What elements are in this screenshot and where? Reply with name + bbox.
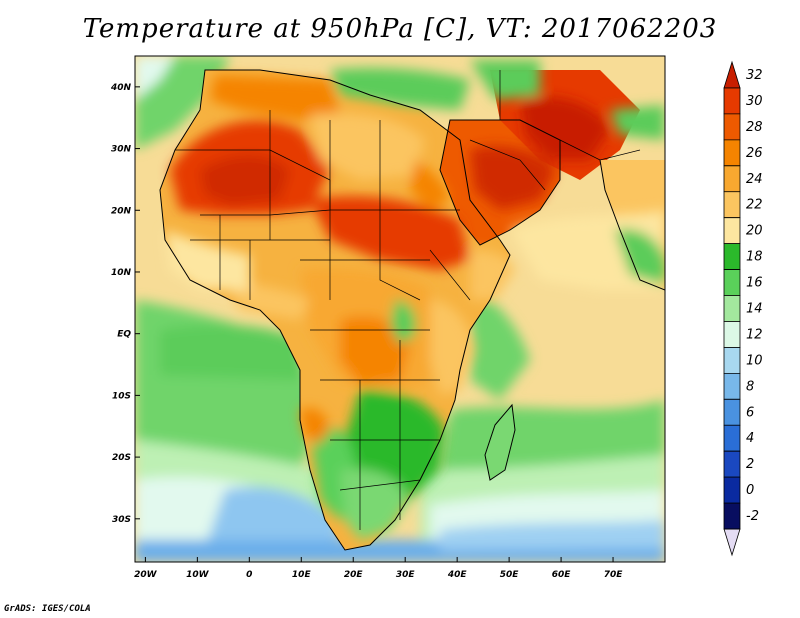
med-green (330, 68, 470, 110)
x-axis-ticks: 20W 10W 0 10E 20E 30E 40E 50E 60E 70E (134, 557, 623, 580)
colorbar-swatch (723, 450, 741, 478)
colorbar-swatch (723, 347, 741, 374)
colorbar-label: 0 (746, 483, 754, 498)
colorbar-label: 22 (746, 198, 763, 213)
x-tick-label: 10W (186, 570, 210, 580)
y-axis-ticks: 40N 30N 20N 10N EQ 10S 20S 30S (110, 83, 140, 525)
y-tick-label: 30S (112, 515, 131, 525)
colorbar-swatch (723, 269, 741, 296)
y-tick-label: 10N (111, 268, 132, 278)
x-tick-label: 20E (344, 570, 364, 580)
colorbar-swatch (723, 60, 741, 89)
y-tick-label: 20N (111, 206, 132, 216)
colorbar-swatch (723, 295, 741, 322)
sahel-hot (310, 196, 470, 270)
south-asia-green (615, 229, 665, 285)
north-atlantic-pale (135, 56, 175, 100)
nile-orange (410, 160, 450, 210)
namibia-orange (300, 408, 330, 445)
y-tick-label: 30N (111, 145, 132, 155)
map-field (135, 56, 665, 562)
east-africa-yellow (430, 300, 475, 395)
sahara-core (200, 155, 290, 205)
arabia-core (470, 146, 555, 210)
colorbar-label: 6 (746, 405, 754, 420)
colorbar-swatch (723, 502, 741, 530)
colorbar-label: 12 (746, 327, 763, 342)
highlands-green (390, 300, 417, 345)
x-tick-label: 20W (134, 570, 158, 580)
y-tick-label: 40N (110, 83, 132, 93)
caucasus-green (470, 60, 540, 100)
colorbar-label: 14 (746, 302, 763, 317)
x-tick-label: 0 (246, 570, 252, 580)
indian-blue-patch (440, 520, 665, 550)
libya-yellow (310, 113, 425, 180)
map-title: Temperature at 950hPa [C], VT: 201706220… (82, 14, 718, 44)
colorbar-label: 2 (746, 457, 754, 472)
colorbar-swatch (723, 165, 741, 193)
madagascar-coast (484, 403, 516, 481)
colorbar-swatch (723, 139, 741, 167)
colorbar-label: 20 (746, 224, 763, 239)
coastline (159, 69, 511, 551)
x-tick-label: 30E (396, 570, 416, 580)
x-tick-label: 60E (552, 570, 572, 580)
colorbar-swatch (723, 398, 741, 426)
colorbar-label: 10 (746, 353, 763, 368)
colorbar-label: -2 (746, 509, 759, 524)
colorbar-label: 24 (746, 172, 763, 187)
north-africa-orange (210, 75, 340, 120)
colorbar-swatch (723, 191, 741, 219)
y-tick-label: 10S (112, 391, 131, 401)
madagascar-land (485, 405, 515, 480)
colorbar-swatch (723, 243, 741, 270)
congo-orange (340, 316, 410, 385)
colorbar-label: 30 (746, 94, 763, 109)
colorbar-label: 18 (746, 250, 763, 265)
grads-credit: GrADS: IGES/COLA (4, 604, 91, 614)
colorbar-swatch (723, 528, 741, 557)
x-tick-label: 70E (604, 570, 624, 580)
iran-core (520, 96, 610, 160)
colorbar-label: 8 (746, 379, 754, 394)
colorbar-label: 4 (746, 431, 754, 446)
colorbar-swatch (723, 372, 741, 400)
colorbar-swatch (723, 424, 741, 452)
country-borders (175, 70, 641, 530)
colorbar-swatch (723, 476, 741, 504)
map-frame (134, 55, 666, 563)
colorbar-swatch (723, 217, 741, 245)
x-tick-label: 10E (292, 570, 312, 580)
arabia-coast (439, 119, 561, 246)
colorbar-label: 26 (746, 146, 763, 161)
colorbar-label: 28 (746, 120, 763, 135)
x-tick-label: 50E (500, 570, 520, 580)
west-africa-yellow (165, 230, 250, 290)
colorbar-swatch (723, 321, 741, 348)
somali-current-green (470, 290, 530, 400)
x-tick-label: 40E (447, 570, 468, 580)
colorbar-label: 32 (746, 68, 763, 83)
equatorial-atlantic-green (160, 324, 300, 380)
india-coast (599, 159, 665, 291)
himalaya-green (610, 105, 665, 140)
colorbar-swatch (723, 113, 741, 141)
colorbar-label: 16 (746, 276, 763, 291)
y-tick-label: 20S (112, 453, 131, 463)
horn-yellow (470, 250, 515, 300)
colorbar-swatch (723, 87, 741, 115)
y-tick-label: EQ (117, 330, 131, 340)
